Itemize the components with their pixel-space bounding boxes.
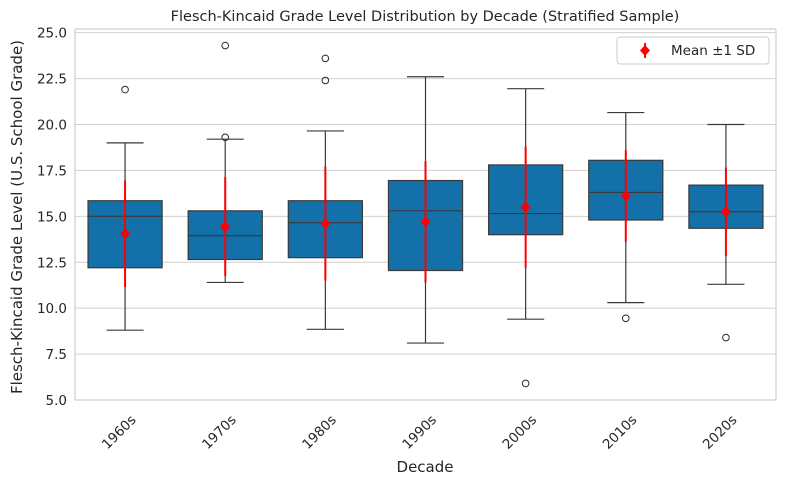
y-tick-label: 25.0 <box>37 26 67 42</box>
mean-diamond <box>220 220 231 232</box>
x-tick-label: 2020s <box>700 412 741 453</box>
x-tick-label: 1980s <box>299 412 340 453</box>
outlier-point <box>221 41 230 50</box>
outlier-point <box>121 85 129 94</box>
legend-entry: Mean ±1 SD <box>671 43 755 59</box>
y-tick-label: 17.5 <box>37 163 67 179</box>
mean-diamond <box>420 216 431 228</box>
mean-marker-1960s <box>120 180 131 288</box>
x-tick-label: 2000s <box>500 412 541 453</box>
mean-marker-2010s <box>620 150 631 243</box>
x-tick-label: 2010s <box>600 412 641 453</box>
mean-diamond <box>720 206 731 218</box>
mean-diamond <box>120 228 131 240</box>
mean-diamond <box>520 201 531 213</box>
x-tick-label: 1960s <box>99 412 140 453</box>
mean-marker-2020s <box>720 167 731 256</box>
mean-marker-1990s <box>420 161 431 283</box>
outlier-point <box>221 133 230 142</box>
mean-diamond <box>620 190 631 202</box>
mean-marker-1970s <box>220 176 231 277</box>
y-axis-title: Flesch-Kincaid Grade Level (U.S. School … <box>8 40 26 394</box>
y-tick-label: 10.0 <box>37 301 67 317</box>
mean-markers <box>120 146 731 288</box>
x-axis-title: Decade <box>397 458 454 476</box>
y-tick-label: 22.5 <box>37 72 67 88</box>
x-tick-label: 1970s <box>199 412 240 453</box>
y-tick-label: 20.0 <box>37 118 67 134</box>
outlier-point <box>722 333 730 342</box>
mean-marker-2000s <box>520 146 531 268</box>
y-tick-label: 15.0 <box>37 209 67 225</box>
mean-marker-1980s <box>320 166 331 281</box>
y-tick-label: 12.5 <box>37 255 67 271</box>
chart-title: Flesch-Kincaid Grade Level Distribution … <box>171 9 680 25</box>
legend-diamond-icon <box>640 45 650 56</box>
x-tick-label: 1990s <box>399 412 440 453</box>
y-tick-label: 5.0 <box>46 393 67 409</box>
mean-diamond <box>320 218 331 230</box>
outlier-point <box>621 314 630 323</box>
y-tick-label: 7.5 <box>46 347 67 363</box>
outlier-point <box>321 76 330 85</box>
legend-frame <box>616 36 770 65</box>
outlier-point <box>521 379 530 388</box>
outlier-point <box>321 54 330 63</box>
legend: Mean ±1 SD <box>616 36 770 65</box>
